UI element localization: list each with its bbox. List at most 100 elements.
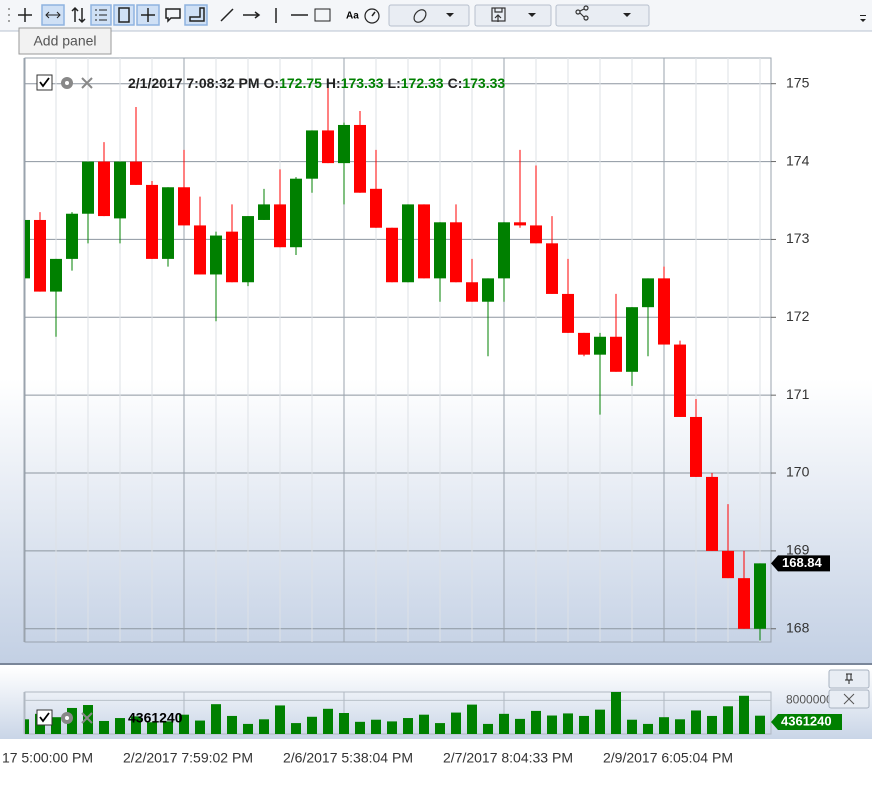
price-marker <box>771 555 830 572</box>
text-tool[interactable]: Aa <box>346 11 359 22</box>
candle-body <box>82 161 94 214</box>
last-volume: 4361240 <box>781 713 832 728</box>
x-tick-label: 17 5:00:00 PM <box>2 750 93 766</box>
volume-bar <box>451 712 461 734</box>
y-tick-label: 172 <box>786 308 810 324</box>
candle-body <box>25 219 30 279</box>
candle-body <box>130 161 142 185</box>
volume-checkbox[interactable] <box>36 709 53 726</box>
volume-bar <box>739 695 749 734</box>
volume-info: 4361240 <box>128 710 183 726</box>
x-tick-label: 2/2/2017 7:59:02 PM <box>123 750 253 766</box>
volume-bar <box>307 716 317 734</box>
candle-body <box>50 258 62 292</box>
ray-tool[interactable] <box>243 11 261 19</box>
candle-body <box>658 278 670 345</box>
info-text: 2/1/2017 7:08:32 PM <box>128 75 260 91</box>
x-tick-label: 2/7/2017 8:04:33 PM <box>443 750 573 766</box>
labels: 168 169 170 171 172 173 174 175 8000000 17 5:00:0… <box>2 74 842 766</box>
candle-body <box>706 476 718 551</box>
info-text: O: <box>264 75 280 91</box>
add-panel-button[interactable] <box>18 8 32 22</box>
candles <box>25 83 766 641</box>
candle-body <box>274 204 286 248</box>
volume-bar <box>403 718 413 734</box>
volume-plot-border <box>24 691 772 735</box>
volume-bar <box>163 721 173 734</box>
volume-bar <box>179 714 189 734</box>
candle-body <box>322 130 334 164</box>
close-button[interactable] <box>81 77 93 89</box>
candle-body <box>418 204 430 279</box>
candle-body <box>226 231 238 283</box>
volume-bar <box>339 713 349 734</box>
y-tick-label: 173 <box>786 230 810 246</box>
line-tool[interactable] <box>220 8 234 22</box>
save-menu[interactable] <box>474 4 552 27</box>
candle-body <box>434 222 446 279</box>
candle-body <box>674 344 686 417</box>
candle-body <box>530 225 542 244</box>
volume-marker <box>771 714 842 730</box>
candle-body <box>738 578 750 629</box>
annotation-button[interactable] <box>165 8 181 23</box>
last-price: 168.84 <box>782 555 823 570</box>
candle-body <box>546 243 558 294</box>
candle-body <box>242 216 254 283</box>
candle-body <box>642 278 654 308</box>
candle-body <box>514 222 526 226</box>
candle-body <box>66 213 78 259</box>
zoom-button[interactable] <box>71 6 86 24</box>
volume-bar <box>499 713 509 734</box>
volume-bar <box>467 704 477 734</box>
candle-body <box>562 293 574 333</box>
draw-menu[interactable] <box>388 4 470 27</box>
tooltip-box <box>18 27 112 55</box>
candle-body <box>162 187 174 259</box>
toolbar: Aa <box>0 0 872 32</box>
volume-bar <box>211 704 221 734</box>
volume-bar <box>147 722 157 734</box>
candle-body <box>386 227 398 283</box>
candle-body <box>210 235 222 275</box>
candle-body <box>258 204 270 220</box>
volume-bar <box>627 719 637 734</box>
volume-bar <box>675 719 685 734</box>
x-tick-label: 2/6/2017 5:38:04 PM <box>283 750 413 766</box>
rectangle-tool[interactable] <box>314 8 331 22</box>
volume-bar <box>691 710 701 734</box>
pin-button[interactable] <box>828 669 870 689</box>
candle-body <box>722 550 734 579</box>
y-tick-label: 168 <box>786 619 810 635</box>
volume-bar <box>355 721 365 734</box>
volume-bar <box>25 719 29 734</box>
volume-bar <box>579 715 589 734</box>
volume-bar <box>563 713 573 734</box>
candle-body <box>610 336 622 372</box>
info-text: 173.33 <box>462 75 505 91</box>
volume-bar <box>99 720 109 734</box>
volume-close[interactable] <box>81 712 93 724</box>
share-menu[interactable] <box>555 4 650 27</box>
volume-tick-label: 8000000 <box>786 693 833 707</box>
volume-bar <box>195 720 205 734</box>
candle-body <box>98 161 110 217</box>
volume-bar <box>723 706 733 734</box>
ohlc-info: 2/1/2017 7:08:32 PM O:172.75 H:173.33 L:172… <box>128 75 505 91</box>
info-text: L: <box>388 75 401 91</box>
info-text: C: <box>448 75 463 91</box>
candle-body <box>594 336 606 355</box>
volume-bar <box>755 715 765 734</box>
gauge-tool[interactable] <box>364 8 380 24</box>
candle-body <box>402 204 414 283</box>
candle-body <box>34 219 46 292</box>
volume-bar <box>275 705 285 734</box>
tooltip: Add panel <box>33 33 96 49</box>
volume-bar <box>419 714 429 734</box>
volume-bar <box>115 718 125 734</box>
candle-body <box>114 161 126 219</box>
volume-bar <box>483 723 493 734</box>
volume-bar <box>707 715 717 734</box>
volume-bar <box>515 718 525 734</box>
candle-body <box>450 222 462 283</box>
